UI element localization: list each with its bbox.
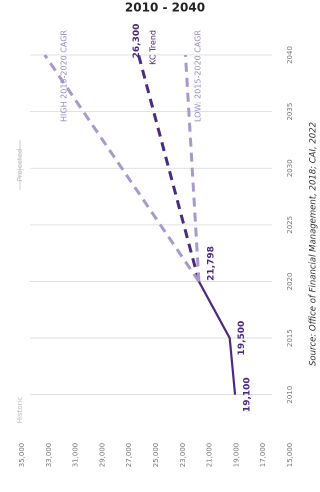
y-tick-label: 15,000 bbox=[286, 443, 294, 468]
series-line bbox=[183, 54, 201, 282]
source: Source: Office of Financial Management, … bbox=[309, 122, 319, 366]
y-tick-label: 17,000 bbox=[259, 443, 267, 468]
x-tick-label: 2035 bbox=[286, 103, 294, 121]
y-tick-label: 29,000 bbox=[98, 443, 106, 468]
data-label: 19,500 bbox=[237, 321, 247, 356]
series-label: HIGH 2015-2020 CAGR bbox=[60, 30, 69, 122]
y-tick-label: 35,000 bbox=[18, 443, 26, 468]
x-tick-label: 2020 bbox=[286, 273, 294, 291]
series-line bbox=[137, 54, 201, 282]
series-label: LOW: 2015-2020 CAGR bbox=[194, 30, 203, 122]
series-line bbox=[43, 54, 201, 283]
data-label: 19,100 bbox=[243, 377, 253, 412]
chart-title: 2010 - 2040 bbox=[125, 1, 205, 15]
y-tick-label: 21,000 bbox=[206, 443, 214, 468]
y-tick-label: 19,000 bbox=[232, 443, 240, 468]
y-tick-label: 23,000 bbox=[179, 443, 187, 468]
data-label: 26,300 bbox=[132, 24, 142, 59]
series-line bbox=[197, 280, 237, 395]
y-tick-label: 25,000 bbox=[152, 443, 160, 468]
annotation: Historic bbox=[16, 397, 24, 424]
x-tick-label: 2030 bbox=[286, 159, 294, 177]
x-tick-label: 2015 bbox=[286, 329, 294, 347]
data-label: 21,798 bbox=[206, 246, 216, 281]
x-tick-label: 2025 bbox=[286, 216, 294, 234]
y-tick-label: 27,000 bbox=[125, 443, 133, 468]
series-label: KC Trend bbox=[149, 30, 158, 65]
y-tick-label: 31,000 bbox=[72, 443, 80, 468]
x-tick-label: 2010 bbox=[286, 386, 294, 404]
x-tick-label: 2040 bbox=[286, 46, 294, 64]
y-tick-label: 33,000 bbox=[45, 443, 53, 468]
